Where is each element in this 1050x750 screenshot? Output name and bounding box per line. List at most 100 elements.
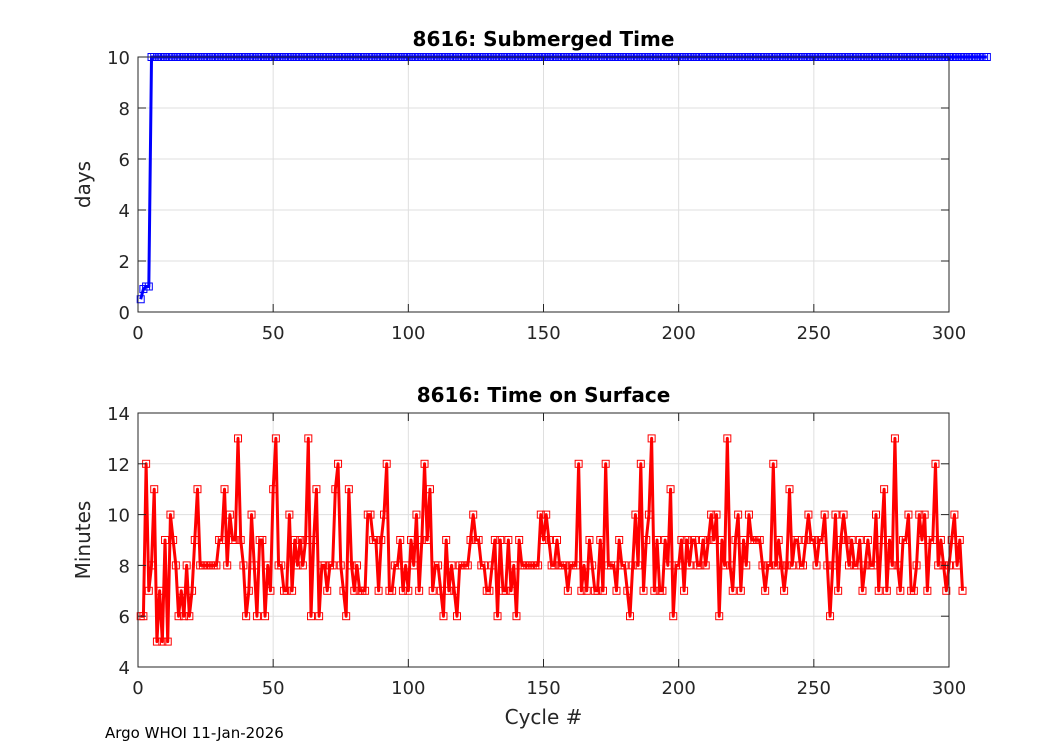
data-point: [674, 561, 683, 570]
data-point: [336, 561, 345, 570]
x-tick-label: 0: [132, 678, 143, 699]
data-point: [144, 282, 153, 291]
data-point: [904, 510, 913, 519]
data-point: [615, 536, 624, 544]
series-line: [140, 436, 965, 644]
data-point: [193, 485, 202, 494]
data-point: [858, 586, 867, 595]
data-point: [250, 561, 259, 570]
data-point: [269, 485, 278, 494]
data-point: [785, 485, 794, 494]
data-point: [863, 536, 872, 544]
data-point: [374, 586, 383, 595]
data-point: [288, 586, 297, 595]
data-point: [920, 510, 929, 519]
data-point: [680, 586, 689, 595]
data-point: [844, 561, 853, 570]
data-point: [880, 485, 889, 494]
data-point: [344, 485, 353, 494]
data-point: [658, 586, 667, 595]
data-point: [296, 536, 305, 544]
data-point: [955, 536, 964, 544]
data-point: [444, 586, 453, 595]
y-tick-label: 0: [119, 303, 130, 324]
y-tick-label: 6: [119, 150, 130, 171]
chart-1: 0 50 100 150 200 250 300 0 2 4 6 8 10 8616: Submerged…: [71, 27, 991, 344]
x-axis-label: Cycle #: [505, 705, 583, 729]
data-point: [666, 485, 675, 494]
data-point: [507, 586, 516, 595]
data-point: [136, 295, 145, 304]
data-point: [423, 536, 432, 544]
data-point: [347, 561, 356, 570]
y-tick-label: 10: [107, 506, 130, 527]
data-point: [826, 612, 835, 621]
data-point: [609, 561, 618, 570]
data-point: [872, 510, 881, 519]
data-point: [744, 510, 753, 519]
data-point: [931, 459, 940, 468]
data-point: [588, 561, 597, 570]
data-point: [496, 536, 505, 544]
data-point: [350, 586, 359, 595]
data-point: [947, 536, 956, 544]
data-point: [307, 612, 316, 621]
data-point: [553, 536, 562, 544]
data-point: [812, 561, 821, 570]
data-point: [739, 536, 748, 544]
data-point: [942, 586, 951, 595]
data-point: [290, 536, 299, 544]
data-point: [301, 536, 310, 544]
data-point: [417, 536, 426, 544]
data-point: [707, 510, 716, 519]
data-point: [169, 536, 178, 544]
data-point: [342, 612, 351, 621]
x-tick-label: 300: [932, 323, 966, 344]
y-tick-label: 4: [119, 201, 130, 222]
chart-title: 8616: Time on Surface: [417, 383, 671, 407]
data-point: [728, 586, 737, 595]
data-point: [493, 612, 502, 621]
data-point: [474, 536, 483, 544]
data-point: [771, 561, 780, 570]
data-point: [231, 536, 240, 544]
data-point: [488, 561, 497, 570]
data-point: [915, 510, 924, 519]
data-point: [577, 586, 586, 595]
data-point: [731, 536, 740, 544]
data-point: [855, 536, 864, 544]
data-point: [682, 536, 691, 544]
data-point: [582, 586, 591, 595]
data-point: [574, 459, 583, 468]
data-point: [150, 485, 159, 494]
data-point: [723, 434, 732, 443]
data-point: [320, 561, 329, 570]
data-point: [271, 434, 280, 443]
data-point: [177, 586, 186, 595]
data-point: [388, 586, 397, 595]
data-point: [285, 510, 294, 519]
data-point: [726, 561, 735, 570]
data-point: [893, 561, 902, 570]
data-point: [644, 510, 653, 519]
data-point: [780, 586, 789, 595]
data-point: [950, 510, 959, 519]
x-tick-label: 200: [661, 678, 695, 699]
data-point: [888, 561, 897, 570]
data-point: [309, 536, 318, 544]
data-point: [352, 561, 361, 570]
data-point: [634, 561, 643, 570]
data-point: [663, 561, 672, 570]
x-tick-label: 150: [526, 678, 560, 699]
data-point: [801, 536, 810, 544]
chart-title: 8616: Submerged Time: [413, 27, 675, 51]
data-point: [401, 561, 410, 570]
data-point: [542, 510, 551, 519]
data-point: [212, 561, 221, 570]
x-tick-label: 0: [132, 323, 143, 344]
data-point: [409, 561, 418, 570]
data-point: [653, 536, 662, 544]
data-point: [139, 285, 148, 294]
data-point: [163, 637, 172, 646]
data-point: [585, 536, 594, 544]
